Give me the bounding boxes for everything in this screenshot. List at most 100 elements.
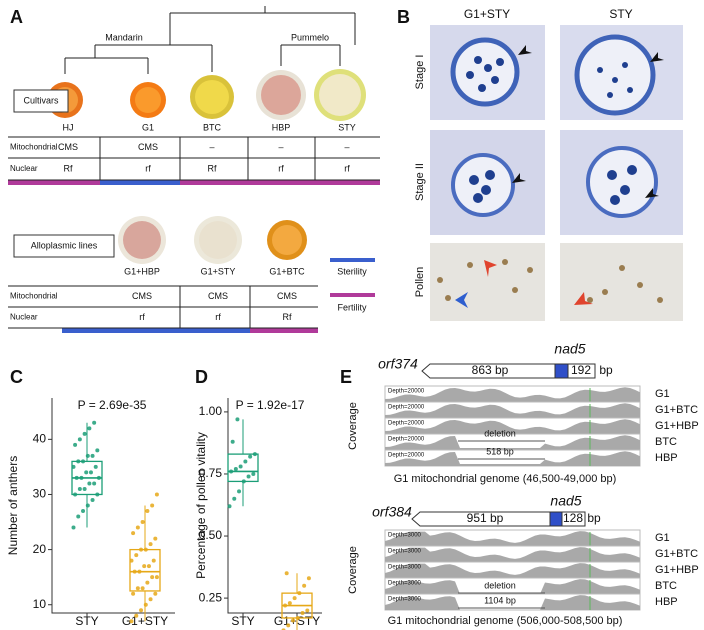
point bbox=[251, 471, 256, 476]
label: Coverage bbox=[347, 402, 359, 450]
point bbox=[85, 453, 90, 458]
label: nad5 bbox=[554, 341, 585, 357]
label: 951 bp bbox=[467, 511, 504, 525]
phenotype-bar bbox=[180, 328, 250, 333]
label: – bbox=[278, 142, 283, 152]
label: deletion bbox=[484, 428, 516, 438]
label: Depth=20000 bbox=[388, 453, 425, 459]
label: – bbox=[209, 142, 214, 152]
point bbox=[233, 467, 238, 472]
point bbox=[76, 459, 81, 464]
label: G1 bbox=[655, 532, 670, 544]
label: rf bbox=[278, 163, 284, 173]
label: CMS bbox=[58, 142, 78, 152]
label: Depth=3000 bbox=[388, 581, 422, 587]
point bbox=[286, 623, 291, 628]
label: Depth=3000 bbox=[388, 597, 422, 603]
label: G1 mitochondrial genome (506,000-508,500… bbox=[388, 615, 623, 627]
point bbox=[131, 591, 136, 596]
point bbox=[305, 608, 310, 613]
label: G1 mitochondrial genome (46,500-49,000 b… bbox=[394, 473, 617, 485]
label: 0.25 bbox=[199, 590, 223, 604]
label: Cultivars bbox=[23, 95, 59, 105]
alloplasmic-box bbox=[13, 234, 115, 258]
label: A bbox=[10, 7, 23, 27]
label: orf374 bbox=[378, 356, 418, 372]
point bbox=[92, 420, 97, 425]
label: P = 1.92e-17 bbox=[236, 398, 305, 412]
label: Stage I bbox=[414, 55, 426, 90]
label: G1+STY bbox=[464, 7, 510, 21]
label: 40 bbox=[33, 432, 47, 446]
coverage-area bbox=[385, 547, 640, 562]
point bbox=[129, 619, 134, 624]
cultivars-box bbox=[13, 89, 69, 113]
point bbox=[140, 586, 145, 591]
label: G1+BTC bbox=[655, 548, 698, 560]
label: rf bbox=[215, 312, 221, 322]
label: HBP bbox=[272, 122, 291, 132]
label: rf bbox=[344, 163, 350, 173]
label: Stage II bbox=[414, 163, 426, 201]
phenotype-bar bbox=[8, 180, 100, 185]
coverage-tracks bbox=[384, 385, 641, 611]
coverage-area bbox=[385, 451, 640, 466]
point bbox=[229, 469, 234, 474]
label: Mandarin bbox=[105, 32, 143, 42]
point bbox=[139, 608, 144, 613]
label: P = 2.69e-35 bbox=[78, 398, 147, 412]
label: Coverage bbox=[347, 546, 359, 594]
point bbox=[90, 453, 95, 458]
coverage-area bbox=[385, 563, 640, 578]
label: BTC bbox=[655, 436, 677, 448]
label: 518 bp bbox=[486, 446, 514, 456]
point bbox=[74, 475, 79, 480]
point bbox=[79, 475, 84, 480]
label: D bbox=[195, 367, 208, 387]
point bbox=[143, 602, 148, 607]
phenotype-bar bbox=[62, 328, 180, 333]
point bbox=[77, 437, 82, 442]
coverage-area bbox=[385, 435, 640, 450]
label: Nuclear bbox=[10, 313, 38, 322]
point bbox=[148, 597, 153, 602]
point bbox=[291, 618, 296, 623]
label: Fertility bbox=[338, 302, 367, 312]
label: Depth=20000 bbox=[388, 405, 425, 411]
point bbox=[153, 536, 158, 541]
point bbox=[153, 591, 158, 596]
phenotype-bar bbox=[100, 180, 180, 185]
label: 10 bbox=[33, 597, 47, 611]
label: 1.00 bbox=[199, 404, 223, 418]
label: G1+HBP bbox=[655, 420, 699, 432]
point bbox=[92, 481, 97, 486]
label: nad5 bbox=[550, 493, 581, 509]
point bbox=[302, 583, 307, 588]
point bbox=[145, 580, 150, 585]
label: deletion bbox=[484, 580, 516, 590]
point bbox=[230, 439, 235, 444]
label: STY bbox=[338, 122, 356, 132]
point bbox=[131, 531, 136, 536]
label: Depth=3000 bbox=[388, 533, 422, 539]
point bbox=[306, 576, 311, 581]
point bbox=[87, 426, 92, 431]
label: G1+STY bbox=[201, 266, 236, 276]
label: G1 bbox=[655, 388, 670, 400]
label: 0.75 bbox=[199, 466, 223, 480]
point bbox=[73, 442, 78, 447]
label: HBP bbox=[655, 452, 678, 464]
point bbox=[90, 497, 95, 502]
point bbox=[129, 558, 134, 563]
label: E bbox=[340, 367, 352, 387]
point bbox=[237, 489, 242, 494]
point bbox=[81, 509, 86, 514]
label: BTC bbox=[655, 580, 677, 592]
point bbox=[71, 464, 76, 469]
label: bp bbox=[599, 363, 613, 377]
phylogeny-tree bbox=[64, 6, 356, 74]
point bbox=[84, 470, 89, 475]
label: STY bbox=[609, 7, 632, 21]
label: rf bbox=[139, 312, 145, 322]
